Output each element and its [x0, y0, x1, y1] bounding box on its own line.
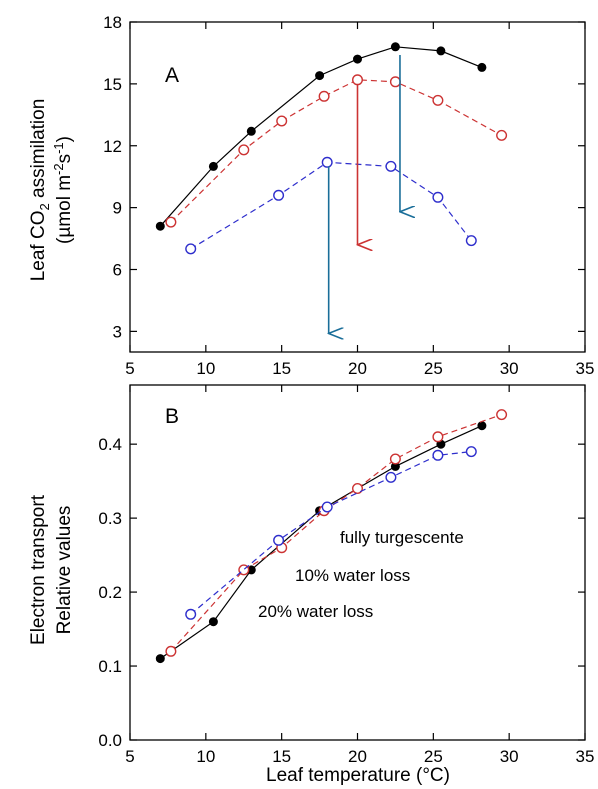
panel-b-data-point — [496, 409, 508, 421]
panel-a-data-point — [465, 235, 477, 247]
panel-b-data-point — [155, 654, 165, 664]
legend-10pct-water-loss: 10% water loss — [295, 566, 410, 585]
panel-a-ytick-label: 9 — [113, 199, 122, 218]
panel-a-ytick-label: 18 — [103, 13, 122, 32]
panel-a-data-point — [155, 221, 165, 231]
panel-b-ytick-label: 0.2 — [98, 583, 122, 602]
panel-a-data-point — [318, 90, 330, 102]
panel-a-series-line — [159, 46, 483, 227]
panel-b-xtick-label: 5 — [125, 747, 134, 766]
panel-a-data-point — [315, 71, 325, 81]
panel-a-data-point — [432, 191, 444, 203]
panel-a-xtick-label: 25 — [424, 359, 443, 378]
panel-a-data-point — [353, 54, 363, 64]
panel-a-ytick-label: 3 — [113, 322, 122, 341]
panel-a-xtick-label: 30 — [500, 359, 519, 378]
panel-a-data-point — [352, 74, 364, 86]
panel-a-data-point — [185, 243, 197, 255]
panel-a-xtick-label: 15 — [272, 359, 291, 378]
panel-a-data-point — [389, 76, 401, 88]
panel-b-data-point — [477, 421, 487, 431]
panel-b-data-point — [385, 471, 397, 483]
legend: fully turgescente 10% water loss 20% wat… — [258, 528, 464, 621]
panel-b-ytick-label: 0.4 — [98, 435, 122, 454]
panel-a-data-point — [436, 46, 446, 56]
panel-a-series — [155, 42, 508, 255]
panel-b-ylabel-line2: Relative values — [54, 506, 75, 635]
panel-b-series — [155, 409, 508, 664]
panel-a-xtick-label: 20 — [348, 359, 367, 378]
panel-a-data-point — [208, 161, 218, 171]
panel-b-data-point — [321, 501, 333, 513]
panel-a-series-fully-turgescente — [155, 42, 487, 231]
panel-b-data-point — [432, 449, 444, 461]
panel-b-ytick-label: 0.3 — [98, 509, 122, 528]
panel-b-data-point — [352, 483, 364, 495]
panel-a-ylabel-line1: Leaf CO2 assimilation — [28, 99, 52, 282]
panel-a-data-point — [273, 189, 285, 201]
panel-b-xtick-label: 15 — [272, 747, 291, 766]
panel-b-data-point — [432, 431, 444, 443]
panel-a-xtick-label: 10 — [196, 359, 215, 378]
panel-a-data-point — [432, 94, 444, 106]
panel-b-data-point — [165, 645, 177, 657]
panel-a-series-10pct-water-loss — [165, 74, 508, 228]
panel-b-ytick-label: 0.1 — [98, 657, 122, 676]
panel-a-ytick-label: 6 — [113, 261, 122, 280]
panel-a-label: A — [165, 64, 179, 87]
panel-a-ytick-label: 15 — [103, 75, 122, 94]
panel-a-data-point — [238, 144, 250, 156]
panel-a-ylabel-line2: (µmol m-2s-1) — [51, 136, 75, 244]
panel-a-data-point — [165, 216, 177, 228]
panel-a-series-line — [170, 79, 502, 223]
x-axis-label: Leaf temperature (°C) — [266, 765, 450, 786]
panel-a-xtick-label: 35 — [576, 359, 595, 378]
panel-b-xtick-label: 30 — [500, 747, 519, 766]
panel-b-xtick-label: 25 — [424, 747, 443, 766]
panel-b-series-20pct-water-loss — [185, 446, 477, 620]
panel-b-xtick-label: 35 — [576, 747, 595, 766]
panel-a-ticks: 5 10 15 20 25 30 35 3 6 9 12 15 18 — [103, 13, 594, 378]
legend-20pct-water-loss: 20% water loss — [258, 602, 373, 621]
panel-a-series-line — [190, 161, 472, 250]
panel-b-frame — [129, 384, 586, 741]
panel-b-data-point — [389, 453, 401, 465]
panel-a-ytick-label: 12 — [103, 137, 122, 156]
panel-a-data-point — [390, 42, 400, 52]
panel-b-series-line — [159, 425, 483, 660]
legend-fully-turgescente: fully turgescente — [340, 528, 464, 547]
panel-b-ticks: 5 10 15 20 25 30 35 0.0 0.1 0.2 0.3 0.4 — [98, 385, 594, 766]
panel-a-data-point — [246, 126, 256, 136]
panel-b-ytick-label: 0.0 — [98, 731, 122, 750]
panel-a-xtick-label: 5 — [125, 359, 134, 378]
panel-b-data-point — [208, 617, 218, 627]
panel-b-ylabel-line1: Electron transport — [28, 494, 49, 645]
panel-a-data-point — [496, 129, 508, 141]
panel-b-data-point — [273, 534, 285, 546]
panel-a-series-20pct-water-loss — [185, 156, 477, 255]
panel-b-xtick-label: 20 — [348, 747, 367, 766]
panel-b-data-point — [185, 608, 197, 620]
panel-b-label: B — [165, 405, 179, 428]
panel-a-arrows — [329, 55, 400, 333]
panel-b-data-point — [465, 446, 477, 458]
panel-a-data-point — [385, 160, 397, 172]
panel-a-data-point — [276, 115, 288, 127]
panel-a: 5 10 15 20 25 30 35 3 6 9 12 15 18 A Leaf CO2 assimi… — [28, 13, 594, 378]
panel-a-data-point — [321, 156, 333, 168]
panel-a-data-point — [477, 62, 487, 72]
panel-b: 5 10 15 20 25 30 35 0.0 0.1 0.2 0.3 0.4 B Electron … — [28, 384, 594, 786]
panel-b-xtick-label: 10 — [196, 747, 215, 766]
panel-b-series-line — [190, 451, 472, 615]
